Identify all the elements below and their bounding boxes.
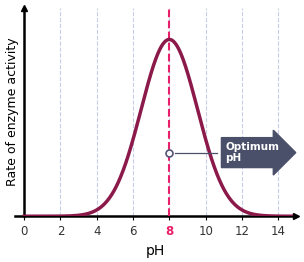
Text: Optimum
pH: Optimum pH [226, 142, 280, 163]
Y-axis label: Rate of enzyme activity: Rate of enzyme activity [6, 38, 19, 186]
X-axis label: pH: pH [146, 244, 165, 258]
